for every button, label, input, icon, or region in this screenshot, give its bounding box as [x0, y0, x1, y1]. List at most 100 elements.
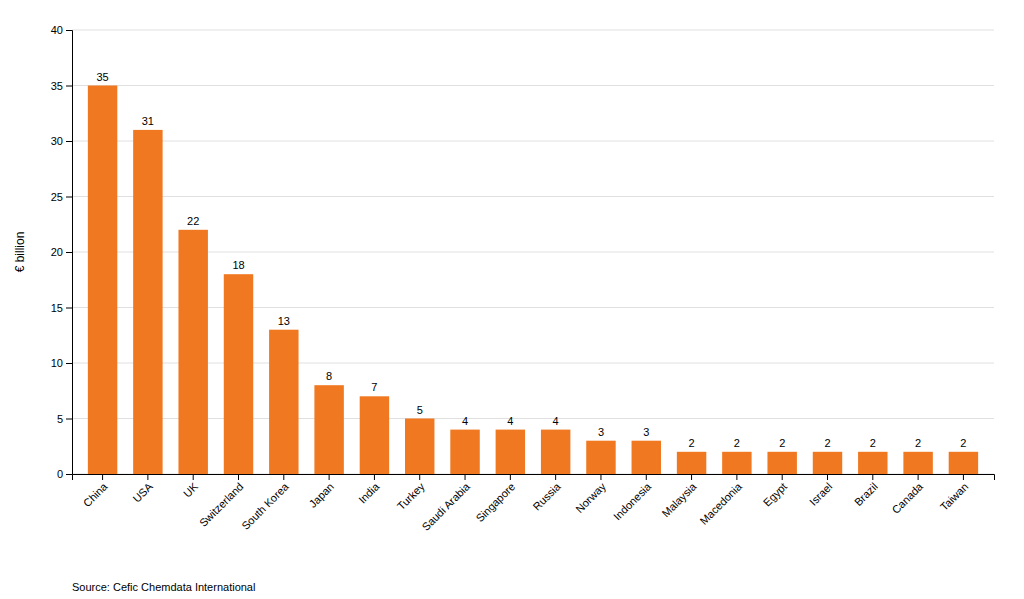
- tick: India: [356, 474, 382, 506]
- tick-label: Switzerland: [197, 480, 246, 529]
- tick-label: Canada: [889, 480, 925, 516]
- tick: 15: [51, 302, 72, 314]
- tick-mark: [66, 30, 72, 31]
- tick-mark: [872, 474, 873, 480]
- tick: 40: [51, 24, 72, 36]
- tick: Russia: [530, 474, 563, 513]
- tick-mark: [827, 474, 828, 480]
- annotation: Source: Cefic Chemdata International: [72, 581, 255, 593]
- data-label: 4: [462, 415, 468, 427]
- tick: Brazil: [852, 474, 880, 508]
- tick-mark: [238, 474, 239, 480]
- plot-area: 0510152025303540ChinaUSAUKSwitzerlandSou…: [51, 24, 995, 533]
- data-label: 2: [779, 437, 785, 449]
- tick-mark: [691, 474, 692, 480]
- tick-mark: [102, 474, 103, 480]
- grid-line: [72, 196, 994, 197]
- data-label: 5: [417, 404, 423, 416]
- bar: [813, 452, 842, 474]
- bar: [858, 452, 887, 474]
- tick: Japan: [306, 474, 336, 510]
- tick-mark: [66, 252, 72, 253]
- y-axis: 0510152025303540: [51, 24, 73, 480]
- tick-label: Israel: [807, 480, 835, 508]
- tick-label: Egypt: [761, 480, 789, 508]
- data-label: 7: [371, 381, 377, 393]
- tick: Singapore: [473, 474, 517, 524]
- tick-label: Russia: [530, 480, 563, 513]
- data-label: 22: [187, 215, 199, 227]
- tick-mark: [66, 474, 72, 475]
- tick-label: China: [81, 480, 110, 509]
- tick-mark: [600, 474, 601, 480]
- tick: 0: [57, 468, 72, 480]
- data-label: 4: [553, 415, 559, 427]
- tick: South Korea: [239, 474, 291, 532]
- tick: Malaysia: [659, 474, 699, 519]
- tick-mark: [736, 474, 737, 480]
- bar: [360, 396, 389, 474]
- tick-mark: [66, 141, 72, 142]
- bar: [269, 330, 298, 474]
- tick-label: Malaysia: [659, 480, 699, 520]
- tick: Macedonia: [697, 474, 744, 527]
- tick-label: 20: [51, 246, 63, 258]
- data-label: 2: [915, 437, 921, 449]
- tick-mark: [555, 474, 556, 480]
- tick-label: India: [356, 480, 382, 506]
- data-label: 13: [278, 315, 290, 327]
- data-labels: 3531221813875444332222222: [96, 71, 966, 449]
- tick-mark: [66, 363, 72, 364]
- bar: [632, 441, 661, 474]
- tick-mark: [419, 474, 420, 480]
- tick-label: 25: [51, 191, 63, 203]
- data-label: 2: [960, 437, 966, 449]
- tick: 35: [51, 80, 72, 92]
- bar: [903, 452, 932, 474]
- tick: 20: [51, 246, 72, 258]
- tick-label: Indonesia: [611, 480, 654, 523]
- bar: [405, 419, 434, 475]
- tick: UK: [181, 474, 201, 500]
- chart-svg: 0510152025303540ChinaUSAUKSwitzerlandSou…: [0, 0, 1024, 599]
- tick-mark: [66, 308, 72, 309]
- tick-mark: [918, 474, 919, 480]
- bar: [450, 430, 479, 474]
- grid-line: [72, 85, 994, 86]
- data-label: 18: [232, 259, 244, 271]
- bar: [722, 452, 751, 474]
- tick-mark: [193, 474, 194, 480]
- tick-mark: [283, 474, 284, 480]
- data-label: 35: [96, 71, 108, 83]
- tick: Israel: [807, 474, 835, 508]
- grid-line: [72, 418, 994, 419]
- tick: Saudi Arabia: [419, 474, 472, 533]
- tick-mark: [329, 474, 330, 480]
- tick-mark: [510, 474, 511, 480]
- axis-line: [73, 475, 995, 481]
- grid-line: [72, 141, 994, 142]
- tick-label: South Korea: [239, 480, 291, 532]
- tick: USA: [130, 474, 155, 505]
- tick-mark: [374, 474, 375, 480]
- bar: [767, 452, 796, 474]
- tick-label: UK: [181, 480, 201, 500]
- data-label: 2: [870, 437, 876, 449]
- bar: [314, 385, 343, 474]
- tick-label: USA: [130, 480, 155, 505]
- y-axis-title: € billion: [13, 232, 27, 273]
- tick-label: 15: [51, 302, 63, 314]
- tick-label: 40: [51, 24, 63, 36]
- tick-label: Turkey: [395, 480, 427, 512]
- tick-label: Brazil: [852, 480, 880, 508]
- data-label: 3: [598, 426, 604, 438]
- tick: Indonesia: [611, 474, 654, 523]
- bar: [496, 430, 525, 474]
- tick-mark: [646, 474, 647, 480]
- tick-label: Macedonia: [697, 480, 744, 527]
- bar: [541, 430, 570, 474]
- bar: [178, 230, 207, 474]
- tick: Canada: [889, 474, 925, 516]
- bar: [586, 441, 615, 474]
- tick-label: Saudi Arabia: [419, 480, 472, 533]
